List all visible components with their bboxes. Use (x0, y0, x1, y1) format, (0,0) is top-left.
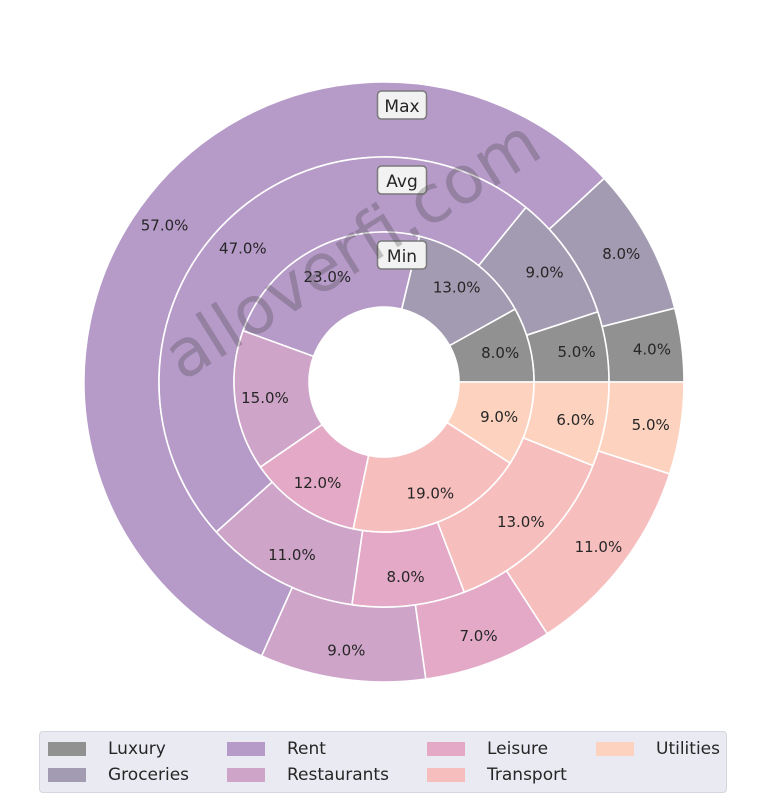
legend-item-transport: Transport (427, 764, 567, 786)
pct-label-max-rent: 57.0% (141, 217, 189, 235)
legend-label-utilities: Utilities (656, 739, 720, 759)
legend-item-groceries: Groceries (48, 764, 189, 786)
slices-layer (83, 81, 685, 683)
ring-label-box-avg (376, 165, 428, 195)
legend-swatch-transport (427, 768, 465, 782)
pct-label-avg-leisure: 8.0% (387, 568, 425, 586)
pct-label-avg-groceries: 9.0% (526, 263, 564, 281)
ring-label-avg: Avg (386, 172, 418, 192)
legend-label-groceries: Groceries (108, 765, 190, 785)
pct-label-min-luxury: 8.0% (481, 344, 519, 362)
legend-item-restaurants: Restaurants (227, 764, 389, 786)
pct-label-avg-luxury: 5.0% (557, 343, 595, 361)
pct-label-min-groceries: 13.0% (433, 279, 481, 297)
pct-label-min-rent: 23.0% (303, 268, 351, 286)
legend: Luxury Groceries Rent Restaurants Leisur… (39, 731, 727, 793)
pct-label-avg-utilities: 6.0% (556, 411, 594, 429)
pct-label-avg-transport: 13.0% (497, 513, 545, 531)
legend-label-luxury: Luxury (108, 739, 166, 759)
pct-label-max-groceries: 8.0% (602, 245, 640, 263)
ring-label-min: Min (387, 247, 417, 267)
legend-swatch-leisure (427, 742, 465, 756)
pct-label-avg-restaurants: 11.0% (268, 546, 316, 564)
ring-label-box-max (376, 90, 428, 120)
pct-label-max-restaurants: 9.0% (327, 641, 365, 659)
legend-swatch-utilities (596, 742, 634, 756)
pct-label-min-transport: 19.0% (407, 485, 455, 503)
pct-label-max-utilities: 5.0% (632, 416, 670, 434)
ring-label-box-min (376, 240, 428, 270)
legend-item-utilities: Utilities (596, 738, 720, 760)
pct-label-max-transport: 11.0% (575, 538, 623, 556)
legend-label-rent: Rent (287, 739, 326, 759)
slice-min-transport (352, 421, 512, 533)
legend-label-leisure: Leisure (487, 739, 549, 759)
pct-label-max-leisure: 7.0% (459, 627, 497, 645)
slice-min-rent (242, 231, 421, 358)
legend-item-luxury: Luxury (48, 738, 166, 760)
legend-swatch-restaurants (227, 768, 265, 782)
legend-swatch-groceries (48, 768, 86, 782)
pct-label-max-luxury: 4.0% (633, 340, 671, 358)
pct-label-min-utilities: 9.0% (480, 408, 518, 426)
percent-labels-layer: 4.0% 8.0% 57.0% 9.0% 7.0% 11.0% 5.0% 5.0% 9.0% 47… (141, 217, 671, 660)
ring-labels-layer: Max Avg Min (376, 90, 428, 270)
legend-swatch-rent (227, 742, 265, 756)
pct-label-min-leisure: 12.0% (294, 474, 342, 492)
slice-min-utilities (445, 381, 535, 465)
legend-swatch-luxury (48, 742, 86, 756)
pct-label-avg-rent: 47.0% (219, 239, 267, 257)
ring-label-max: Max (384, 97, 419, 117)
sunburst-chart: 4.0% 8.0% 57.0% 9.0% 7.0% 11.0% 5.0% 5.0% 9.0% 47… (83, 81, 685, 683)
pct-label-min-restaurants: 15.0% (241, 389, 289, 407)
legend-item-rent: Rent (227, 738, 326, 760)
legend-item-leisure: Leisure (427, 738, 548, 760)
legend-label-restaurants: Restaurants (287, 765, 389, 785)
legend-label-transport: Transport (487, 765, 567, 785)
